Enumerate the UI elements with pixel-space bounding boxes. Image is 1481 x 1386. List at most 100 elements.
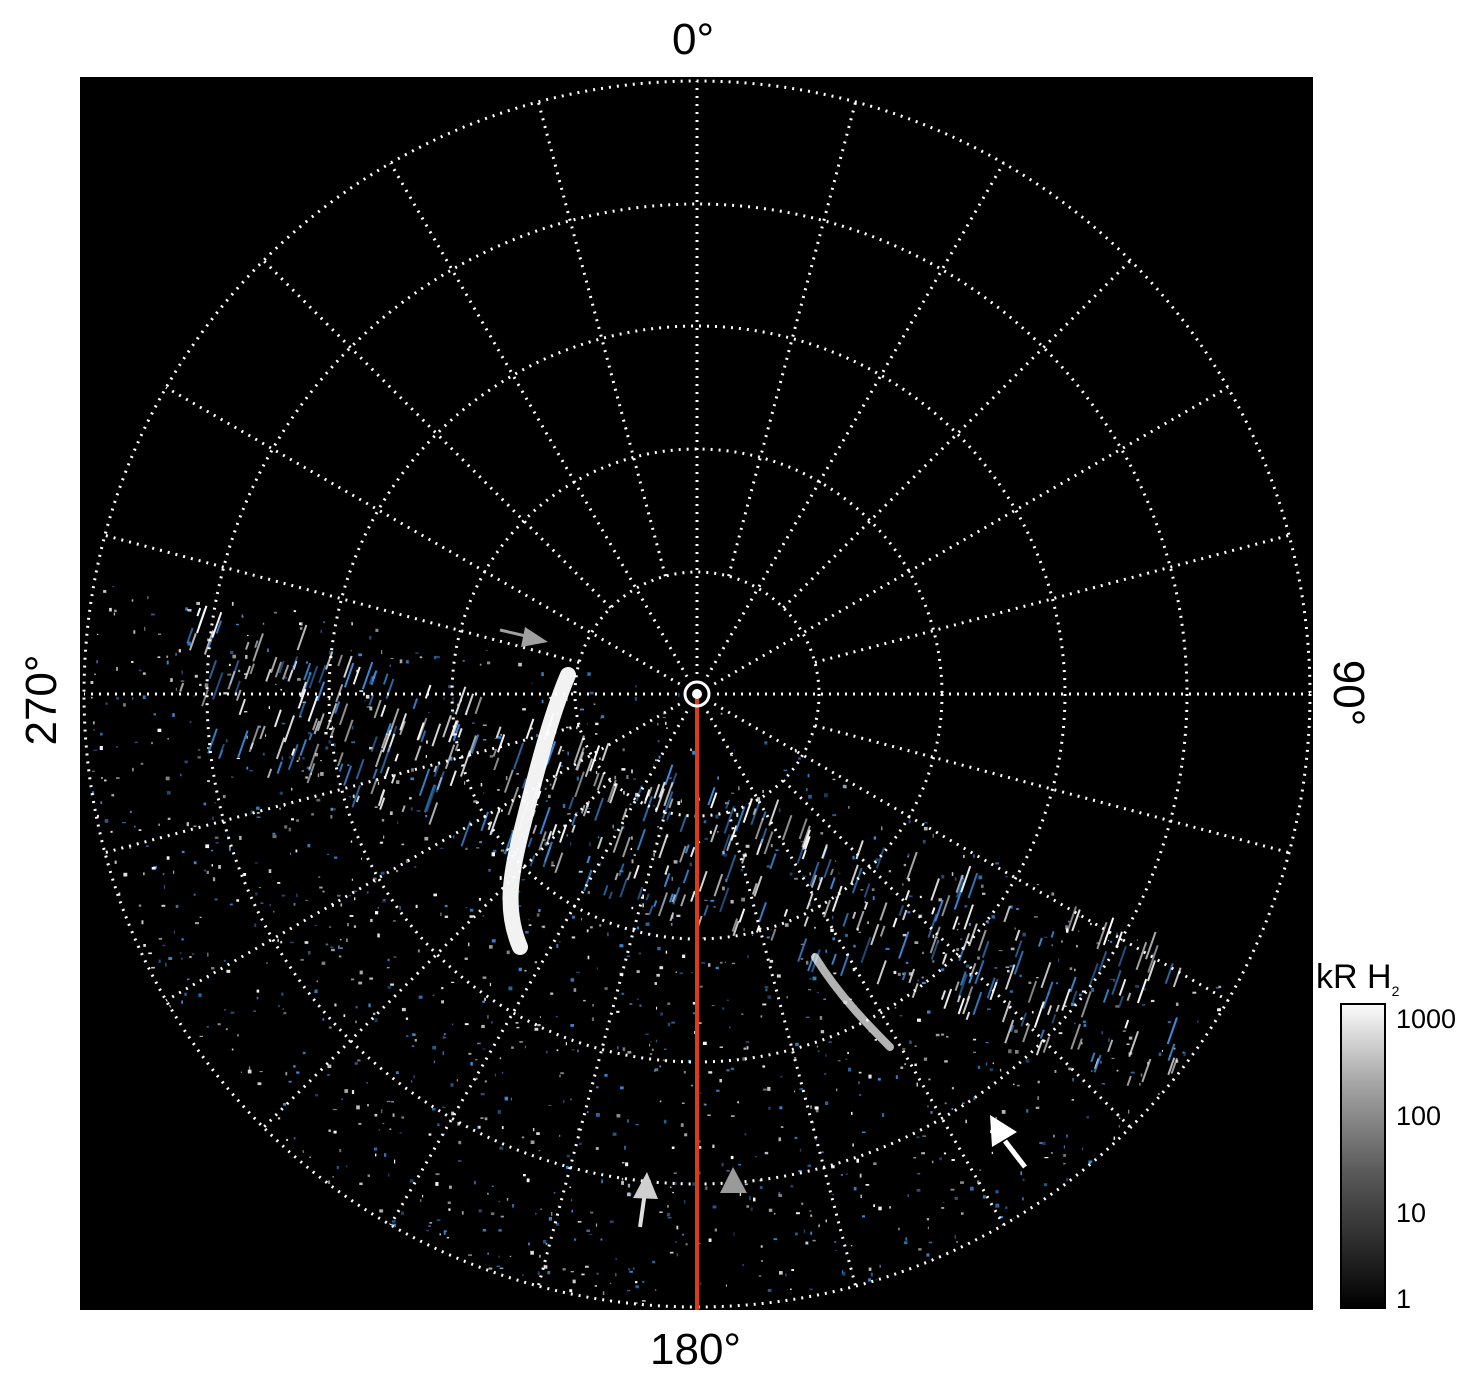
emission-speckle-dot xyxy=(452,697,454,701)
emission-speckle-dot xyxy=(752,934,754,936)
emission-speckle-dot xyxy=(480,783,483,787)
emission-speckle-dot xyxy=(318,876,321,878)
emission-speckle-dot xyxy=(392,1113,395,1117)
longitude-line xyxy=(262,779,612,1129)
emission-speckle-dot xyxy=(199,1035,203,1037)
emission-speckle-dot xyxy=(90,681,94,684)
emission-streak xyxy=(368,675,374,685)
emission-speckle-dot xyxy=(210,849,214,852)
emission-speckle-dot xyxy=(672,1191,674,1194)
emission-speckle-dot xyxy=(401,1116,405,1119)
emission-speckle-dot xyxy=(593,703,596,705)
emission-speckle-dot xyxy=(534,1027,539,1031)
emission-speckle-dot xyxy=(543,1265,548,1269)
emission-speckle-dot xyxy=(1113,978,1116,982)
emission-speckle-dot xyxy=(458,1140,462,1145)
emission-speckle-dot xyxy=(278,1004,280,1008)
emission-speckle-dot xyxy=(185,607,188,611)
emission-speckle-dot xyxy=(541,925,544,928)
emission-speckle-dot xyxy=(783,769,788,772)
emission-speckle-dot xyxy=(964,905,968,908)
emission-speckle-dot xyxy=(595,1113,600,1117)
emission-speckle-dot xyxy=(327,1064,332,1068)
emission-speckle-dot xyxy=(167,738,169,740)
emission-speckle-dot xyxy=(345,1165,348,1168)
emission-speckle-dot xyxy=(653,852,655,857)
emission-speckle-dot xyxy=(536,1132,540,1135)
emission-streak xyxy=(1080,991,1092,1018)
emission-streak xyxy=(495,726,502,739)
emission-speckle-dot xyxy=(809,872,811,876)
emission-speckle-dot xyxy=(351,1090,355,1094)
emission-speckle-dot xyxy=(770,928,772,931)
emission-speckle-dot xyxy=(207,953,209,957)
emission-speckle-dot xyxy=(860,889,864,891)
emission-streak xyxy=(1027,980,1038,1003)
emission-speckle-dot xyxy=(676,914,681,917)
emission-streak xyxy=(931,907,936,915)
emission-speckle-dot xyxy=(724,961,726,963)
emission-speckle-dot xyxy=(583,999,586,1002)
emission-speckle-dot xyxy=(448,1208,451,1211)
emission-streak xyxy=(467,735,477,758)
emission-speckle-dot xyxy=(375,628,379,632)
emission-speckle-dot xyxy=(651,1048,654,1051)
emission-speckle-dot xyxy=(985,1042,989,1044)
emission-speckle-dot xyxy=(547,1271,551,1275)
emission-speckle-dot xyxy=(222,795,226,799)
emission-speckle-dot xyxy=(158,823,160,826)
emission-speckle-dot xyxy=(939,1157,943,1161)
emission-speckle-dot xyxy=(922,839,926,844)
emission-speckle-dot xyxy=(1071,1002,1075,1007)
emission-speckle-dot xyxy=(490,1212,495,1216)
emission-speckle-dot xyxy=(469,915,473,918)
emission-streak xyxy=(457,727,463,738)
emission-speckle-dot xyxy=(858,1081,860,1085)
emission-speckle-dot xyxy=(601,715,605,719)
emission-streak xyxy=(513,742,525,770)
emission-speckle-dot xyxy=(922,1135,927,1137)
emission-streak xyxy=(1065,906,1078,934)
emission-streak xyxy=(855,840,864,860)
emission-streak xyxy=(672,886,681,905)
emission-speckle-dot xyxy=(589,842,591,846)
emission-streak xyxy=(1061,988,1071,1011)
emission-speckle-dot xyxy=(659,1211,663,1213)
emission-speckle-dot xyxy=(698,1171,701,1175)
emission-streak xyxy=(898,931,910,959)
emission-speckle-dot xyxy=(193,825,197,827)
emission-speckle-dot xyxy=(828,1041,832,1044)
emission-speckle-dot xyxy=(175,687,177,691)
emission-streak xyxy=(955,874,964,893)
emission-speckle-dot xyxy=(415,904,418,909)
emission-streak xyxy=(1118,978,1127,996)
emission-speckle-dot xyxy=(482,739,487,741)
emission-streak xyxy=(296,624,308,651)
emission-speckle-dot xyxy=(195,922,199,925)
emission-streak xyxy=(417,717,428,740)
emission-streak xyxy=(713,873,724,897)
emission-speckle-dot xyxy=(592,1004,594,1007)
emission-speckle-dot xyxy=(629,803,632,806)
emission-speckle-dot xyxy=(966,964,970,968)
emission-speckle-dot xyxy=(415,652,419,654)
emission-speckle-dot xyxy=(595,771,598,774)
emission-speckle-dot xyxy=(315,1094,319,1097)
emission-speckle-dot xyxy=(812,1239,816,1242)
emission-streak xyxy=(424,684,432,699)
emission-streak xyxy=(380,733,389,749)
emission-speckle-dot xyxy=(926,1253,930,1257)
emission-speckle-dot xyxy=(932,833,934,838)
emission-streak xyxy=(901,971,907,981)
emission-speckle-dot xyxy=(889,1206,891,1209)
emission-speckle-dot xyxy=(907,853,910,856)
emission-speckle-dot xyxy=(354,897,356,901)
emission-speckle-dot xyxy=(147,596,149,600)
emission-streak xyxy=(664,764,674,786)
emission-speckle-dot xyxy=(333,1130,337,1134)
emission-streak xyxy=(425,784,437,813)
emission-speckle-dot xyxy=(262,752,265,756)
emission-speckle-dot xyxy=(196,601,200,605)
emission-speckle-dot xyxy=(759,1179,761,1182)
emission-streak xyxy=(351,785,361,808)
